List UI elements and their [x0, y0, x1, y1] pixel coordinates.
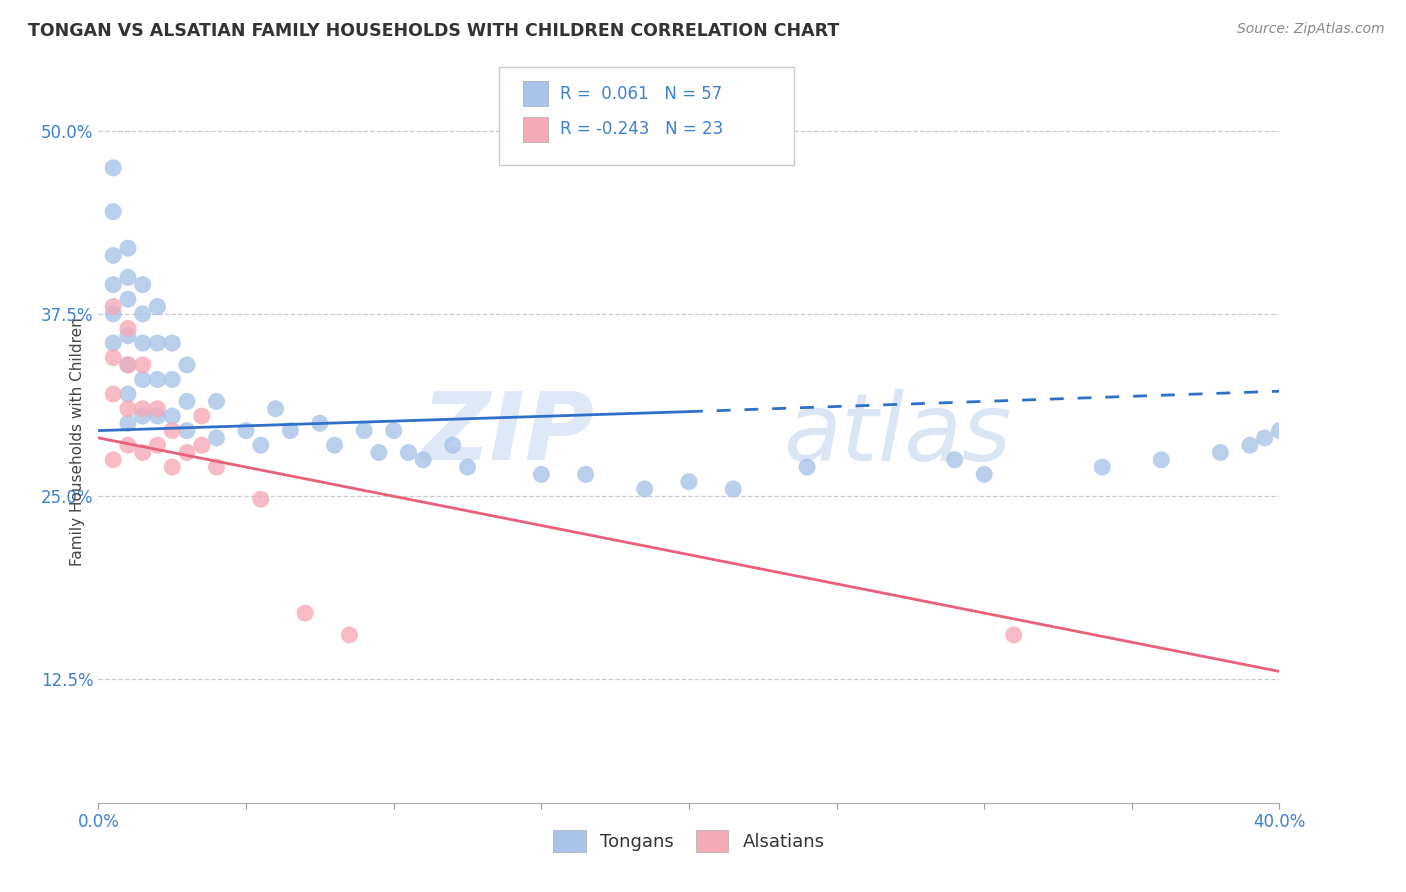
- Point: [132, 401, 155, 416]
- Point: [117, 292, 139, 306]
- Point: [103, 351, 125, 365]
- Point: [103, 161, 125, 175]
- Point: [103, 307, 125, 321]
- Point: [103, 300, 125, 314]
- Point: [176, 358, 198, 372]
- Point: [132, 445, 155, 459]
- Point: [723, 482, 745, 496]
- Point: [1002, 628, 1025, 642]
- Point: [117, 321, 139, 335]
- Point: [294, 606, 316, 620]
- Point: [132, 307, 155, 321]
- Point: [176, 445, 198, 459]
- Y-axis label: Family Households with Children: Family Households with Children: [69, 318, 84, 566]
- Legend: Tongans, Alsatians: Tongans, Alsatians: [546, 822, 832, 859]
- Text: atlas: atlas: [783, 389, 1012, 480]
- Point: [162, 372, 183, 386]
- Point: [250, 492, 273, 507]
- Point: [132, 277, 155, 292]
- Point: [146, 300, 169, 314]
- Point: [162, 409, 183, 423]
- Point: [323, 438, 346, 452]
- Point: [117, 358, 139, 372]
- Point: [1150, 452, 1173, 467]
- Point: [280, 424, 302, 438]
- Text: TONGAN VS ALSATIAN FAMILY HOUSEHOLDS WITH CHILDREN CORRELATION CHART: TONGAN VS ALSATIAN FAMILY HOUSEHOLDS WIT…: [28, 22, 839, 40]
- Point: [575, 467, 598, 482]
- Point: [146, 409, 169, 423]
- Point: [457, 460, 479, 475]
- Point: [1209, 445, 1232, 459]
- Point: [176, 394, 198, 409]
- Text: ZIP: ZIP: [422, 388, 595, 480]
- Point: [146, 438, 169, 452]
- Point: [146, 336, 169, 351]
- Point: [103, 277, 125, 292]
- Point: [973, 467, 995, 482]
- Point: [117, 387, 139, 401]
- Point: [103, 336, 125, 351]
- Point: [250, 438, 273, 452]
- Point: [530, 467, 553, 482]
- Point: [162, 336, 183, 351]
- Point: [205, 460, 228, 475]
- Point: [368, 445, 391, 459]
- Text: R = -0.243   N = 23: R = -0.243 N = 23: [560, 120, 723, 138]
- Point: [117, 358, 139, 372]
- Point: [132, 336, 155, 351]
- Point: [235, 424, 257, 438]
- Point: [1254, 431, 1277, 445]
- Point: [309, 417, 332, 431]
- Point: [103, 452, 125, 467]
- Point: [412, 452, 434, 467]
- Point: [382, 424, 405, 438]
- Point: [1091, 460, 1114, 475]
- Point: [398, 445, 420, 459]
- Point: [678, 475, 700, 489]
- Point: [117, 270, 139, 285]
- Point: [943, 452, 966, 467]
- Text: Source: ZipAtlas.com: Source: ZipAtlas.com: [1237, 22, 1385, 37]
- Point: [162, 424, 183, 438]
- Point: [205, 431, 228, 445]
- Point: [339, 628, 361, 642]
- Point: [117, 417, 139, 431]
- Point: [205, 394, 228, 409]
- Point: [103, 248, 125, 262]
- Point: [634, 482, 657, 496]
- Text: R =  0.061   N = 57: R = 0.061 N = 57: [560, 85, 721, 103]
- Point: [103, 204, 125, 219]
- Point: [132, 358, 155, 372]
- Point: [103, 387, 125, 401]
- Point: [117, 241, 139, 255]
- Point: [1268, 424, 1291, 438]
- Point: [162, 460, 183, 475]
- Point: [441, 438, 464, 452]
- Point: [191, 438, 214, 452]
- Point: [1239, 438, 1261, 452]
- Point: [264, 401, 287, 416]
- Point: [796, 460, 818, 475]
- Point: [146, 401, 169, 416]
- Point: [117, 328, 139, 343]
- Point: [176, 424, 198, 438]
- Point: [117, 401, 139, 416]
- Point: [191, 409, 214, 423]
- Point: [132, 409, 155, 423]
- Point: [117, 438, 139, 452]
- Point: [132, 372, 155, 386]
- Point: [146, 372, 169, 386]
- Point: [353, 424, 375, 438]
